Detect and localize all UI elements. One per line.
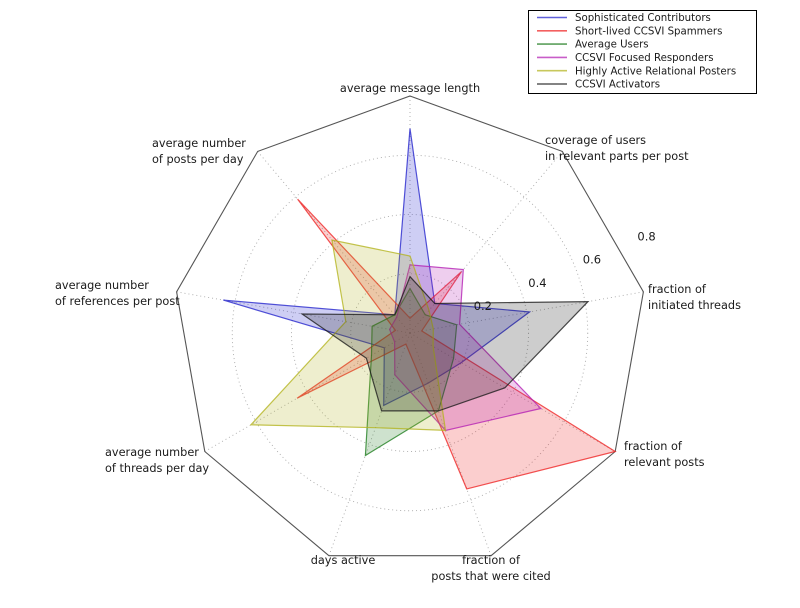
radial-tick-label: 0.4 [528,276,546,290]
legend-entry-label: CCSVI Activators [575,80,660,91]
radial-tick-label: 0.8 [637,230,655,244]
legend: Sophisticated Contributors Short-lived CC… [528,10,757,94]
axis-label-line: of threads per day [105,462,209,475]
series-polygon-sophisticated-contributors [223,128,532,407]
axis-label-8: average number of posts per day [152,137,246,166]
axis-label-6: average number of threads per day [105,446,209,475]
axis-label-line: initiated threads [648,299,741,312]
axis-label-line: fraction of [462,554,521,567]
grid-circle [291,214,529,452]
series-polygon-short-lived-ccsvi-spammers [296,198,617,490]
chart-outline [176,95,644,557]
axis-label-line: average message length [340,82,480,95]
legend-entry-label: Average Users [575,40,649,51]
legend-entry-label: Sophisticated Contributors [575,13,711,24]
axis-label-4: fraction of posts that were cited [431,554,550,583]
legend-entry-label: Short-lived CCSVI Spammers [575,26,722,37]
legend-entry-label: CCSVI Focused Responders [575,53,714,64]
axis-label-7: average number of references per post [55,279,180,308]
axis-label-line: of posts per day [152,153,244,166]
radial-tick-label: 0.2 [474,299,492,313]
series-polygon-ccsvi-activators [300,275,590,412]
series-polygon-highly-active-relational-posters [249,239,447,432]
axis-label-line: fraction of [648,283,707,296]
axis-label-line: posts that were cited [431,570,550,583]
axis-label-line: average number [105,446,199,459]
radial-tick-label: 0.6 [583,253,601,267]
axis-label-line: average number [152,137,246,150]
axis-label-line: days active [311,554,376,567]
axis-label-line: fraction of [624,440,683,453]
axis-label-1: coverage of users in relevant parts per p… [545,134,689,163]
axis-label-0: average message length [340,82,480,95]
axis-label-line: average number [55,279,149,292]
axis-label-line: coverage of users [545,134,646,147]
axis-label-line: relevant posts [624,456,705,469]
axis-label-2: fraction of initiated threads [648,283,741,312]
legend-entry-label: Highly Active Relational Posters [575,66,736,77]
axis-label-3: fraction of relevant posts [624,440,705,469]
axis-label-line: of references per post [55,295,180,308]
legend-box [528,10,757,94]
grid-circle [231,154,589,512]
axis-label-5: days active [311,554,376,567]
axis-label-line: in relevant parts per post [545,150,689,163]
